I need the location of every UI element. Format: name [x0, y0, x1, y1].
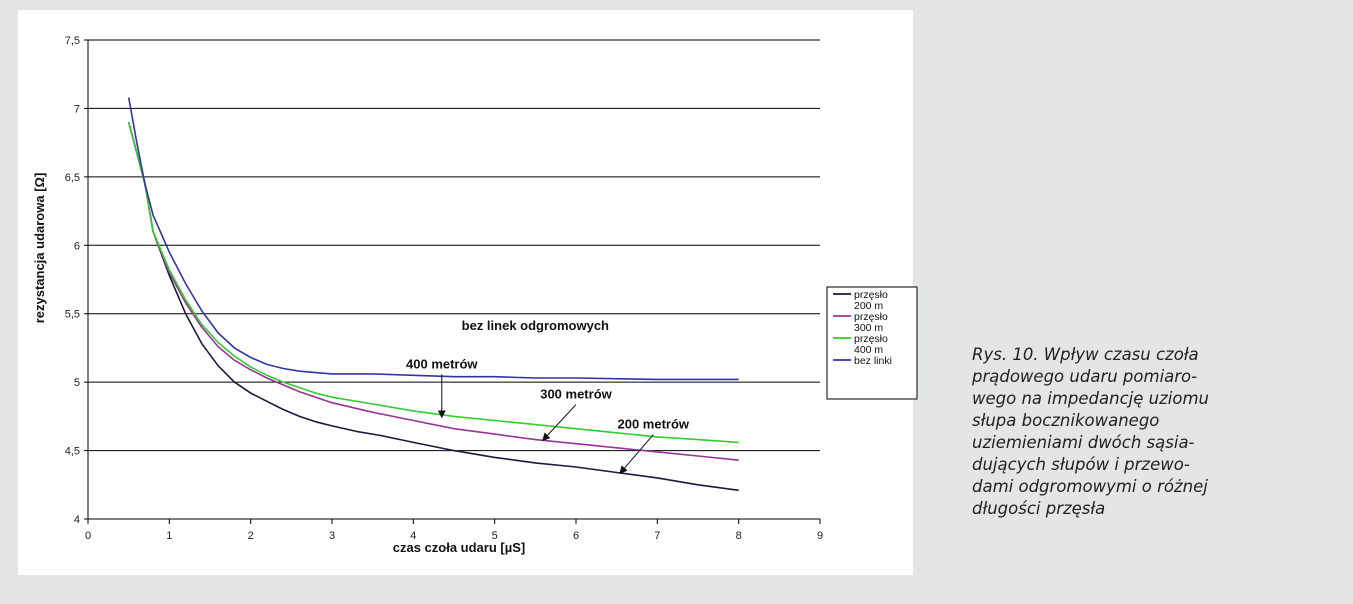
legend-entry: przęsło	[854, 333, 888, 345]
axes: 4 4,5 5 5,5 6 6,5 7 7,5 0 1 2 3 4 5 6 7 8 9	[65, 35, 823, 542]
x-tick-label: 6	[573, 530, 579, 542]
legend-entry: 200 m	[854, 300, 883, 312]
annotation-arrow	[542, 404, 577, 442]
series-line-3	[127, 121, 739, 444]
annotations: bez linek odgromowych 400 metrów 300 metró…	[406, 318, 690, 474]
y-tick-label: 6,5	[65, 172, 80, 184]
series-line-4	[127, 97, 739, 381]
caption-line: dami odgromowymi o różnej	[972, 477, 1208, 496]
y-tick-label: 4	[74, 514, 80, 526]
caption-line: uziemieniami dwóch sąsia-	[972, 433, 1195, 452]
legend-entry: 300 m	[854, 322, 883, 334]
legend-entry: przęsło	[854, 289, 888, 301]
caption-line: prądowego udaru pomiaro-	[972, 367, 1198, 386]
caption-line: dujących słupów i przewo-	[972, 455, 1190, 474]
caption-line: Rys. 10. Wpływ czasu czoła	[972, 345, 1199, 364]
y-tick-label: 6	[74, 240, 80, 252]
y-tick-label: 5	[74, 377, 80, 389]
series-line-2	[127, 121, 739, 461]
caption-line: wego na impedancję uziomu	[972, 389, 1209, 408]
x-tick-label: 4	[410, 530, 416, 542]
annotation-label: 300 metrów	[540, 387, 612, 402]
series-lines	[127, 97, 739, 492]
x-axis-title: czas czoła udaru [µS]	[393, 540, 525, 555]
y-tick-label: 7,5	[65, 35, 80, 47]
annotation-label: 200 metrów	[617, 417, 689, 432]
y-tick-label: 5,5	[65, 309, 80, 321]
series-line-1	[127, 121, 739, 492]
x-tick-label: 2	[248, 530, 254, 542]
x-tick-label: 8	[736, 530, 742, 542]
legend-box	[826, 286, 918, 400]
x-tick-label: 1	[166, 530, 172, 542]
legend-entry: 400 m	[854, 344, 883, 356]
x-tick-label: 3	[329, 530, 335, 542]
legend-entry: bez linki	[854, 355, 892, 367]
figure-caption: Rys. 10. Wpływ czasu czoła prądowego udar…	[972, 344, 1209, 520]
annotation-arrow	[619, 434, 654, 474]
line-chart: 4 4,5 5 5,5 6 6,5 7 7,5 0 1 2 3 4 5 6 7 8 9 bez linek odg…	[18, 10, 918, 575]
gridlines	[88, 39, 820, 452]
x-tick-label: 7	[654, 530, 660, 542]
caption-line: długości przęsła	[972, 499, 1106, 518]
x-tick-label: 0	[85, 530, 91, 542]
caption-line: słupa bocznikowanego	[972, 411, 1160, 430]
y-tick-label: 7	[74, 103, 80, 115]
x-tick-label: 9	[817, 530, 823, 542]
legend-entry: przęsło	[854, 311, 888, 323]
y-axis-title: rezystancja udarowa [Ω]	[32, 173, 47, 324]
chart-background	[18, 10, 913, 575]
y-tick-label: 4,5	[65, 446, 80, 458]
annotation-label: 400 metrów	[406, 356, 478, 371]
x-tick-label: 5	[492, 530, 498, 542]
annotation-label: bez linek odgromowych	[462, 318, 609, 333]
